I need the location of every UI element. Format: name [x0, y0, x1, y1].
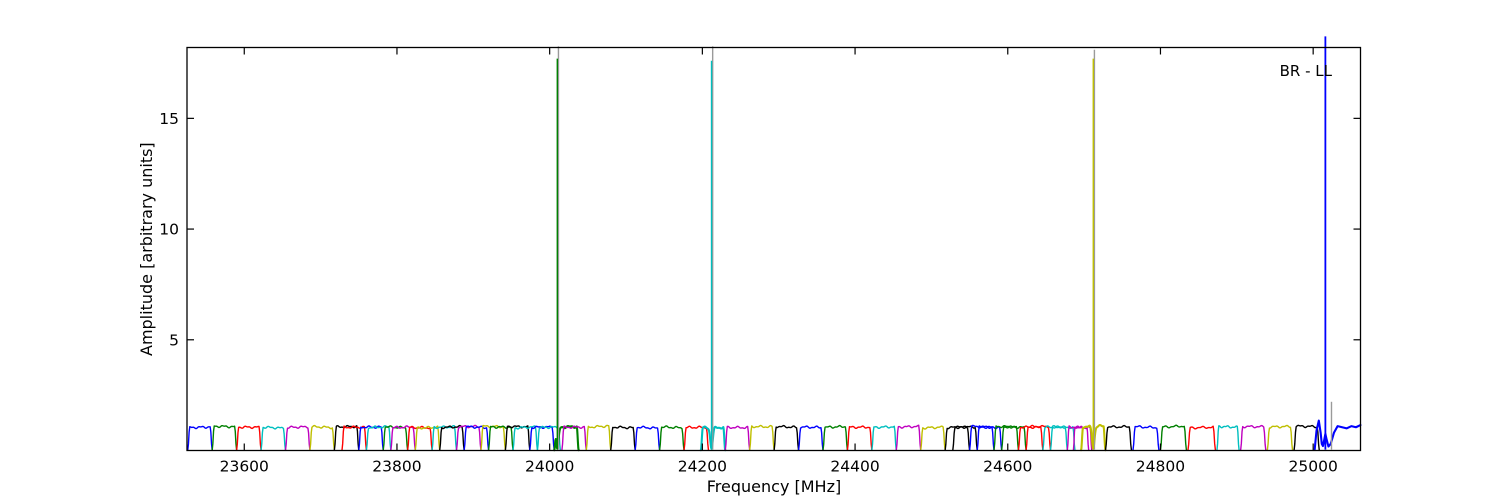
- bandpass-segment: [658, 425, 685, 451]
- y-tick-label: 10: [159, 221, 179, 239]
- bandpass-segment: [463, 425, 490, 451]
- y-tick-label: 5: [169, 331, 179, 349]
- bandpass-segment: [1216, 425, 1240, 451]
- bandpass-segment: [439, 424, 465, 451]
- bandpass-segment: [455, 424, 482, 451]
- x-tick-label: 23800: [372, 458, 421, 476]
- bandpass-segment: [1049, 424, 1076, 451]
- x-tick-label: 23600: [220, 458, 269, 476]
- bandpass-segment: [610, 425, 636, 451]
- bandpass-segment: [390, 425, 416, 451]
- bandpass-segment: [561, 425, 588, 451]
- bandpass-segment: [773, 424, 800, 451]
- bandpass-segment: [797, 425, 824, 451]
- bandpass-segment: [211, 424, 238, 451]
- bandpass-segment: [365, 425, 392, 451]
- bandpass-segment: [382, 425, 409, 451]
- bandpass-segment: [1017, 425, 1044, 451]
- x-tick-label: 24000: [525, 458, 574, 476]
- bandpass-segment: [1066, 425, 1090, 451]
- bandpass-segment: [284, 425, 311, 451]
- bandpass-segment: [920, 425, 946, 451]
- bandpass-segment: [944, 425, 971, 451]
- bandpass-segment: [976, 425, 1003, 451]
- bandpass-segment: [895, 424, 922, 451]
- x-tick-label: 24800: [1136, 458, 1185, 476]
- bandpass-segment: [358, 425, 384, 451]
- x-tick-label: 24200: [678, 458, 727, 476]
- bandpass-segment: [1293, 424, 1320, 451]
- bandpass-segment: [1042, 425, 1069, 451]
- bandpass-segment: [968, 424, 995, 451]
- bandpass-segment: [1025, 424, 1052, 451]
- bandpass-segment: [529, 425, 555, 451]
- bandpass-segment: [952, 425, 978, 451]
- bandpass-segment: [724, 425, 751, 451]
- plot-border: [186, 46, 1362, 452]
- bandpass-segment: [1104, 424, 1133, 451]
- y-tick-label: 15: [159, 110, 179, 128]
- x-tick-label: 24400: [830, 458, 879, 476]
- bandpass-segment: [1187, 425, 1217, 451]
- bandpass-segment: [235, 425, 262, 451]
- bandpass-segment: [822, 424, 849, 451]
- bandpass-segment: [993, 424, 1020, 451]
- bandpass-segment: [634, 425, 661, 451]
- bandpass-segment: [1313, 419, 1362, 451]
- baseline-pol-label: BR - LL: [1279, 62, 1332, 80]
- bandpass-segment: [1132, 425, 1160, 451]
- bandpass-segment: [333, 424, 360, 451]
- bandpass-segment: [309, 424, 336, 451]
- x-tick-label: 25000: [1289, 458, 1338, 476]
- bandpass-segment: [536, 425, 562, 451]
- x-tick-label: 24600: [983, 458, 1032, 476]
- bandpass-segment: [341, 425, 368, 451]
- bandpass-segment: [406, 425, 433, 451]
- bandpass-segment: [846, 425, 873, 451]
- bandpass-segment: [487, 425, 514, 451]
- x-axis-label: Frequency [MHz]: [706, 477, 842, 496]
- bandpass-segment: [1239, 424, 1267, 451]
- y-axis-label: Amplitude [arbitrary units]: [137, 142, 156, 356]
- bandpass-segment: [431, 424, 458, 451]
- bandpass-segment: [683, 425, 710, 451]
- bandpass-segment: [748, 424, 775, 451]
- bandpass-segment: [585, 424, 612, 451]
- bandpass-segment: [260, 425, 287, 451]
- bandpass-segment: [512, 425, 539, 451]
- bandpass-segment: [187, 425, 213, 451]
- bandpass-segment: [1159, 424, 1188, 451]
- bandpass-segment: [1266, 424, 1294, 451]
- bandpass-segment: [480, 424, 507, 451]
- bandpass-segment: [414, 425, 441, 451]
- bandpass-segment: [1000, 425, 1027, 451]
- bandpass-segment: [871, 425, 897, 451]
